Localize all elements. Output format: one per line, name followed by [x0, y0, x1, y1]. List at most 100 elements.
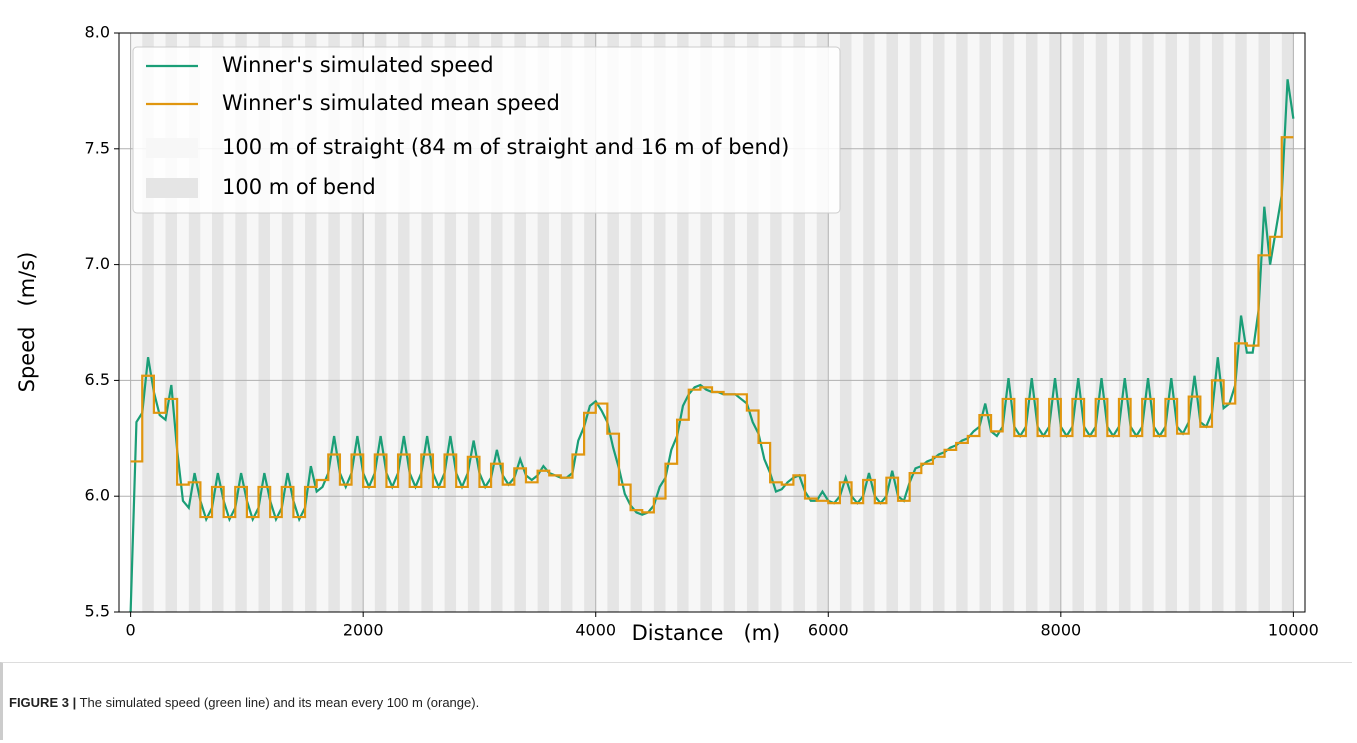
bend-band: [1165, 33, 1178, 612]
bend-band: [305, 33, 317, 612]
straight-band: [502, 33, 515, 612]
bend-band: [491, 33, 503, 612]
bend-band: [281, 33, 294, 612]
straight-band: [665, 33, 678, 612]
straight-band: [223, 33, 236, 612]
bend-band: [770, 33, 782, 612]
straight-band: [944, 33, 957, 612]
x-tick-label: 4000: [575, 621, 616, 640]
straight-band: [758, 33, 771, 612]
bend-band: [467, 33, 480, 612]
caption: FIGURE 3 | The simulated speed (green li…: [0, 662, 1352, 740]
straight-band: [642, 33, 654, 612]
bend-band: [863, 33, 875, 612]
bend-band: [793, 33, 806, 612]
bend-band: [514, 33, 526, 612]
x-axis-label: Distance (m): [632, 621, 781, 645]
bend-band: [909, 33, 922, 612]
straight-band: [1200, 33, 1212, 612]
bend-band: [979, 33, 992, 612]
straight-band: [572, 33, 585, 612]
caption-label: FIGURE 3 |: [9, 695, 77, 710]
straight-band: [525, 33, 538, 612]
bend-band: [839, 33, 852, 612]
series-line: [130, 136, 1294, 519]
straight-band: [781, 33, 794, 612]
straight-band: [1246, 33, 1259, 612]
bend-band: [677, 33, 689, 612]
legend-label: 100 m of bend: [222, 175, 376, 199]
bend-band: [235, 33, 247, 612]
straight-band: [828, 33, 840, 612]
bend-band: [328, 33, 340, 612]
x-tick-label: 8000: [1040, 621, 1081, 640]
straight-band: [1153, 33, 1166, 612]
bend-band: [374, 33, 387, 612]
straight-band: [293, 33, 306, 612]
axes-frame: [118, 32, 1306, 613]
straight-band: [432, 33, 445, 612]
straight-band: [549, 33, 561, 612]
straight-band: [1270, 33, 1282, 612]
bend-band: [956, 33, 968, 612]
x-tick-label: 0: [126, 621, 136, 640]
straight-band: [688, 33, 701, 612]
y-axis-label: Speed (m/s): [15, 252, 39, 393]
bend-band: [165, 33, 178, 612]
straight-band: [130, 33, 143, 612]
bend-band: [188, 33, 201, 612]
straight-band: [363, 33, 375, 612]
bend-band: [560, 33, 573, 612]
bend-band: [398, 33, 410, 612]
straight-band: [921, 33, 933, 612]
straight-band: [1037, 33, 1050, 612]
legend-box: [132, 46, 841, 214]
bend-band: [630, 33, 643, 612]
legend-swatch: [146, 138, 198, 158]
bend-band: [816, 33, 829, 612]
straight-band: [898, 33, 910, 612]
bend-band: [886, 33, 899, 612]
straight-band: [270, 33, 282, 612]
bend-band: [537, 33, 550, 612]
straight-band: [1130, 33, 1143, 612]
bend-band: [1049, 33, 1061, 612]
bend-band: [258, 33, 271, 612]
straight-band: [1177, 33, 1189, 612]
bend-band: [1118, 33, 1131, 612]
bend-band: [421, 33, 433, 612]
legend-swatch: [146, 178, 198, 198]
legend-label: 100 m of straight (84 m of straight and …: [222, 135, 789, 159]
y-tick-label: 6.0: [85, 486, 110, 505]
straight-band: [200, 33, 213, 612]
straight-band: [1060, 33, 1073, 612]
straight-band: [339, 33, 352, 612]
bend-band: [351, 33, 364, 612]
bend-band: [1211, 33, 1224, 612]
x-tick-label: 10000: [1268, 621, 1319, 640]
y-tick-label: 7.5: [85, 138, 110, 157]
straight-band: [712, 33, 724, 612]
bend-band: [1002, 33, 1015, 612]
plot-background: [119, 32, 1305, 613]
bend-band: [1025, 33, 1038, 612]
straight-band: [1084, 33, 1096, 612]
bend-band: [212, 33, 224, 612]
straight-band: [1223, 33, 1236, 612]
straight-band: [1014, 33, 1026, 612]
legend-label: Winner's simulated speed: [222, 53, 494, 77]
straight-band: [246, 33, 259, 612]
straight-band: [1107, 33, 1119, 612]
straight-band: [735, 33, 747, 612]
y-tick-label: 6.5: [85, 370, 110, 389]
straight-band: [991, 33, 1003, 612]
chart: Distance (m) Speed (m/s) 0 2000 4000 6000 80…: [15, 23, 1319, 646]
straight-band: [316, 33, 329, 612]
y-tick-label: 5.5: [85, 602, 110, 621]
bend-band: [1142, 33, 1154, 612]
caption-text: The simulated speed (green line) and its…: [79, 695, 480, 710]
straight-band: [874, 33, 887, 612]
bend-band: [1281, 33, 1294, 612]
straight-band: [153, 33, 166, 612]
